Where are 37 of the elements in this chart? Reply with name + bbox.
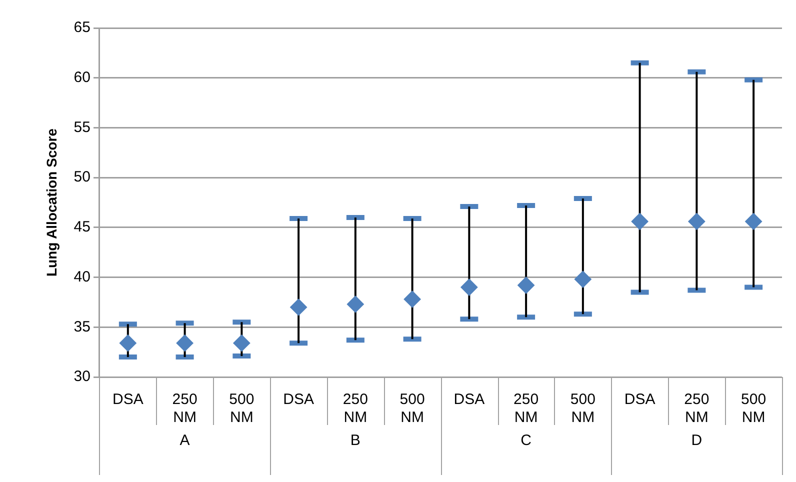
x-tick-label: DSA (283, 391, 314, 408)
point (176, 334, 194, 352)
y-tick-label: 45 (74, 218, 90, 236)
point (233, 334, 250, 352)
point (460, 278, 478, 296)
x-tick-label: DSA (624, 391, 656, 408)
x-tick-label: DSA (112, 391, 144, 408)
x-tick-label: 250 NM (342, 391, 368, 426)
x-tick-label: 500 NM (400, 391, 425, 426)
point (631, 212, 648, 230)
y-tick-label: 55 (74, 118, 90, 136)
x-tick-label: 250 NM (684, 391, 710, 426)
y-tick-label: 60 (74, 69, 90, 86)
y-tick-label: 35 (74, 318, 90, 336)
x-tick-label: 250 NM (514, 391, 539, 426)
y-tick-label: 30 (74, 368, 90, 386)
text: A (180, 432, 190, 450)
x-tick-label: 500 NM (570, 391, 596, 426)
y-tick-label: 65 (74, 19, 90, 36)
text: B (350, 432, 360, 450)
y-axis-title: Lung Allocation Score (43, 128, 60, 277)
y-tick-label: 40 (74, 268, 90, 286)
x-tick-label: 250 NM (172, 391, 198, 426)
point (518, 276, 535, 294)
text: C (520, 432, 532, 450)
y-tick-label: 50 (74, 168, 90, 186)
x-tick-label: 500 NM (229, 391, 254, 426)
point (404, 290, 421, 308)
x-tick-label: 500 NM (741, 391, 766, 426)
text: D (691, 432, 702, 450)
point (119, 334, 136, 352)
point (574, 270, 592, 288)
point (290, 298, 308, 316)
point (346, 296, 364, 313)
point (745, 212, 762, 230)
x-tick-label: DSA (454, 391, 485, 408)
point (688, 212, 706, 230)
